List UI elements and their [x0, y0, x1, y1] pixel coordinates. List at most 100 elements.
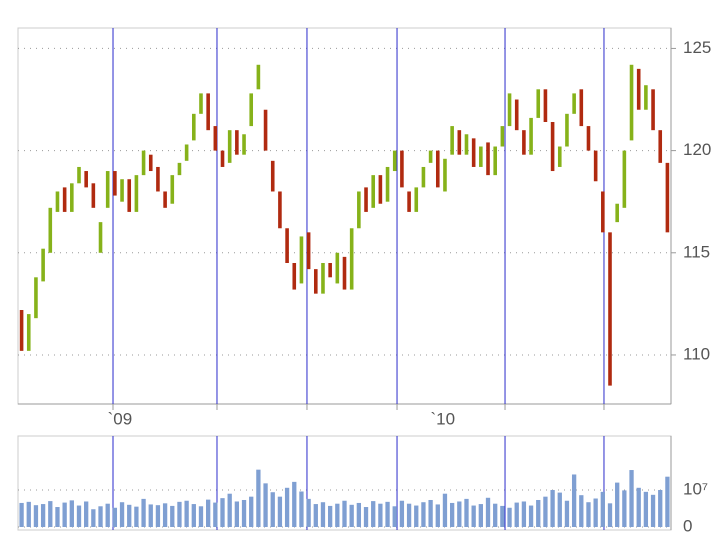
price-bar	[608, 232, 612, 386]
price-bar	[565, 113, 569, 147]
volume-bar	[256, 469, 261, 527]
volume-bar	[84, 501, 89, 527]
price-bar	[91, 183, 96, 208]
price-bar	[400, 150, 404, 188]
price-bar	[77, 166, 81, 184]
volume-bar	[91, 509, 96, 527]
volume-bar	[500, 505, 505, 527]
volume-bar	[249, 496, 254, 527]
volume-bar	[33, 505, 39, 527]
volume-bar	[464, 498, 469, 527]
price-bar	[622, 150, 627, 208]
price-bar	[220, 150, 225, 167]
price-bar	[120, 179, 124, 202]
volume-bar	[471, 505, 476, 527]
price-bar	[414, 187, 419, 212]
price-bar	[665, 162, 670, 233]
price-bar	[658, 130, 663, 163]
price-bar	[385, 166, 390, 202]
volume-bar	[292, 481, 297, 527]
volume-bar	[378, 503, 383, 527]
price-bar	[486, 142, 490, 176]
volume-bar	[571, 474, 577, 527]
volume-bar	[600, 491, 605, 527]
price-bar	[256, 64, 261, 90]
price-bar	[507, 93, 512, 127]
volume-bar	[69, 500, 74, 527]
price-bar	[34, 277, 38, 319]
volume-bar	[371, 501, 376, 527]
volume-bar	[342, 500, 347, 527]
price-bar	[313, 269, 318, 294]
volume-bar	[134, 506, 139, 527]
volume-bar	[320, 502, 326, 527]
volume-bar	[184, 500, 189, 527]
price-bar	[299, 236, 304, 284]
volume-bar	[428, 499, 433, 527]
volume-bar	[399, 500, 405, 527]
price-bar	[105, 171, 110, 208]
volume-bar	[313, 504, 318, 527]
volume-bar	[270, 492, 275, 527]
price-bar	[572, 93, 576, 114]
price-bar	[586, 126, 591, 151]
price-bar	[593, 150, 598, 182]
volume-bar	[622, 490, 627, 527]
price-bar	[493, 146, 497, 176]
volume-bar	[528, 505, 534, 527]
price-bar	[328, 263, 332, 278]
price-bar	[249, 93, 254, 127]
volume-bar	[421, 502, 426, 527]
volume-bar	[306, 498, 311, 527]
price-bar	[156, 166, 160, 192]
volume-bar	[76, 505, 82, 527]
price-bar	[644, 85, 648, 110]
price-bar	[278, 191, 282, 229]
volume-bar	[593, 498, 598, 527]
price-bar	[235, 130, 239, 155]
price-bar	[19, 310, 24, 351]
volume-bar	[385, 501, 390, 527]
price-bar	[98, 222, 103, 253]
price-bar	[435, 150, 440, 188]
price-bar	[407, 191, 411, 212]
volume-tick-label: 10⁷	[683, 479, 708, 498]
volume-bar	[105, 503, 110, 527]
price-bar	[84, 171, 88, 188]
price-bar	[206, 93, 210, 131]
price-bar	[163, 191, 167, 208]
volume-bar	[543, 496, 548, 527]
price-bar	[529, 117, 533, 155]
price-bar	[371, 175, 376, 208]
price-bar	[170, 175, 175, 204]
volume-bar	[26, 501, 31, 527]
volume-bar	[170, 505, 175, 527]
price-bar	[364, 187, 368, 212]
price-bar	[500, 126, 505, 147]
volume-bar	[277, 496, 283, 527]
volume-bar	[141, 498, 146, 527]
volume-bar	[442, 493, 448, 527]
price-bar	[579, 89, 584, 127]
price-bar	[522, 130, 526, 155]
volume-bar	[557, 492, 562, 527]
price-bar	[601, 191, 605, 233]
volume-bar	[177, 501, 182, 527]
volume-bar	[521, 501, 527, 527]
price-bar	[443, 158, 447, 192]
price-bar	[141, 150, 146, 176]
volume-bar	[127, 504, 132, 527]
price-bar	[392, 150, 397, 172]
price-bar	[543, 89, 548, 122]
volume-bar	[98, 506, 103, 527]
volume-bar	[206, 499, 211, 527]
volume-bar	[62, 502, 67, 527]
volume-bar	[507, 507, 512, 527]
volume-bar	[48, 501, 53, 527]
volume-bar	[643, 491, 649, 527]
volume-bar	[478, 504, 483, 527]
volume-bar	[564, 500, 570, 527]
volume-bar	[162, 503, 168, 527]
volume-bar	[112, 507, 118, 527]
